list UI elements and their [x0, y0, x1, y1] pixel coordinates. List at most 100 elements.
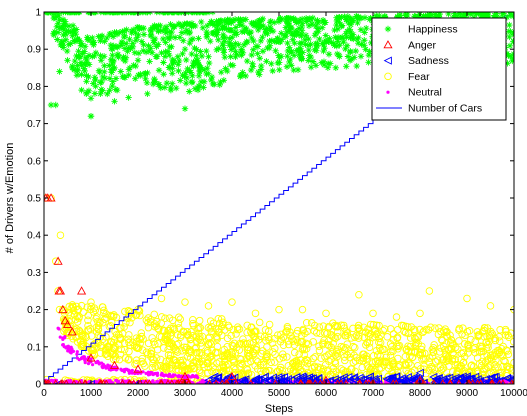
happiness-point	[423, 12, 431, 20]
happiness-point	[197, 64, 205, 71]
fear-point	[467, 362, 475, 370]
happiness-point	[290, 52, 298, 59]
happiness-point	[193, 46, 200, 53]
fear-point	[86, 305, 95, 314]
happiness-point	[238, 52, 245, 59]
happiness-point	[342, 30, 350, 37]
happiness-point	[222, 65, 229, 72]
neutral-point	[62, 345, 66, 349]
fear-point	[299, 327, 307, 335]
happiness-point	[175, 67, 182, 75]
happiness-point	[247, 66, 255, 74]
happiness-point	[263, 28, 270, 36]
happiness-point	[190, 62, 197, 70]
happiness-point	[92, 76, 99, 84]
happiness-point	[209, 20, 217, 27]
legend-swatch	[383, 56, 392, 65]
happiness-point	[90, 80, 97, 87]
happiness-point	[56, 68, 63, 75]
happiness-point	[209, 80, 217, 88]
happiness-point	[126, 64, 133, 72]
fear-point	[194, 325, 202, 333]
happiness-point	[200, 84, 207, 91]
sadness-point	[336, 377, 346, 384]
fear-point	[440, 342, 448, 350]
happiness-point	[325, 51, 333, 58]
neutral-point	[75, 350, 79, 354]
fear-point	[501, 357, 509, 366]
happiness-point	[185, 29, 193, 37]
x-tick-label: 1000	[80, 388, 103, 399]
happiness-point	[271, 19, 278, 26]
sadness-point	[260, 372, 269, 381]
fear-point	[106, 311, 115, 320]
anger-point	[77, 286, 87, 295]
happiness-point	[216, 81, 223, 89]
fear-point	[142, 316, 151, 325]
fear-point	[84, 321, 92, 330]
happiness-point	[167, 86, 175, 94]
fear-point	[148, 334, 156, 342]
neutral-point	[83, 360, 87, 365]
happiness-point	[125, 71, 132, 79]
happiness-point	[103, 34, 111, 42]
fear-point	[444, 356, 453, 365]
fear-point	[351, 357, 360, 365]
happiness-point	[259, 33, 266, 41]
happiness-point	[101, 68, 108, 75]
happiness-point	[357, 14, 365, 22]
happiness-point	[276, 66, 283, 73]
happiness-point	[217, 68, 225, 76]
fear-point	[166, 332, 175, 340]
fear-point	[56, 231, 65, 239]
fear-point	[394, 342, 403, 351]
fear-point	[377, 346, 385, 355]
sadness-point	[486, 373, 495, 382]
happiness-point	[171, 23, 178, 31]
happiness-point	[218, 17, 225, 24]
fear-point	[474, 331, 483, 339]
happiness-point	[54, 20, 62, 27]
sadness-point	[504, 374, 513, 384]
happiness-point	[227, 53, 234, 60]
happiness-point	[254, 26, 262, 34]
x-tick-label: 9000	[456, 388, 479, 399]
happiness-point	[208, 76, 215, 84]
fear-point	[420, 365, 428, 374]
happiness-point	[478, 12, 485, 18]
happiness-point	[138, 25, 146, 32]
sadness-point	[429, 372, 438, 382]
fear-point	[159, 326, 168, 335]
happiness-point	[191, 44, 198, 52]
fear-point	[213, 332, 221, 341]
fear-point	[275, 305, 283, 314]
neutral-point	[191, 373, 195, 378]
fear-point	[233, 325, 242, 334]
fear-point	[175, 324, 183, 332]
happiness-point	[255, 68, 262, 76]
neutral-point	[196, 376, 200, 380]
happiness-point	[155, 27, 162, 34]
happiness-point	[330, 40, 337, 48]
happiness-point	[121, 57, 129, 65]
fear-point	[246, 346, 255, 355]
y-tick-label: 0.2	[27, 305, 41, 316]
happiness-point	[305, 35, 312, 43]
legend-label: Sadness	[408, 55, 449, 67]
fear-point	[234, 323, 242, 331]
fear-point	[381, 325, 389, 333]
fear-point	[165, 314, 174, 322]
fear-point	[303, 327, 312, 336]
fear-point	[319, 339, 327, 347]
fear-point	[109, 350, 117, 358]
fear-point	[298, 305, 307, 314]
fear-point	[322, 309, 330, 318]
fear-point	[488, 356, 496, 364]
happiness-point	[54, 29, 62, 36]
neutral-point	[162, 374, 166, 378]
fear-point	[296, 356, 305, 364]
happiness-point	[232, 40, 239, 47]
happiness-point	[298, 15, 306, 23]
fear-point	[495, 337, 504, 345]
